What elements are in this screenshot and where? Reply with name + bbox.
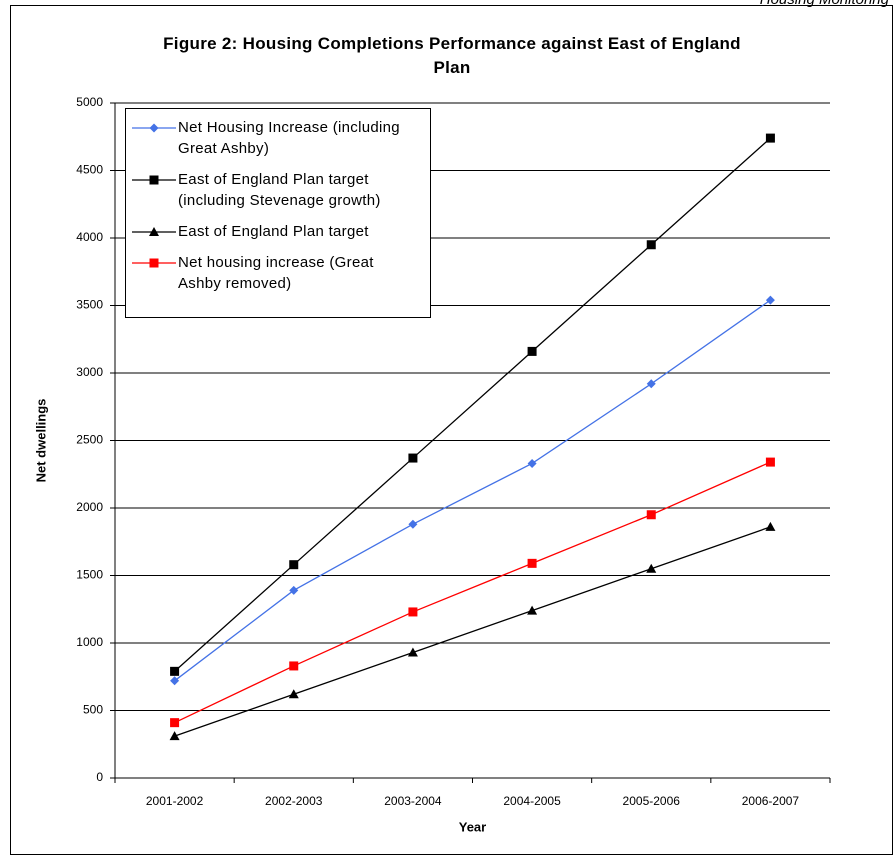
- series-line: [174, 299, 771, 682]
- marker: [170, 676, 180, 686]
- x-tick-label: 2003-2004: [384, 794, 442, 808]
- legend-entry: East of England Plan target (including S…: [126, 169, 430, 211]
- x-tick-label: 2004-2005: [503, 794, 561, 808]
- marker: [288, 689, 299, 699]
- legend-key: [132, 258, 176, 268]
- marker: [408, 453, 418, 463]
- legend-label: East of England Plan target: [178, 223, 369, 240]
- legend-entry: Net housing increase (Great Ashby remove…: [126, 252, 430, 294]
- marker: [170, 718, 180, 728]
- marker: [646, 240, 656, 250]
- x-tick-label: 2006-2007: [742, 794, 800, 808]
- marker: [765, 133, 775, 143]
- marker: [646, 510, 656, 520]
- marker: [527, 605, 538, 615]
- marker: [169, 731, 180, 741]
- marker: [149, 175, 159, 185]
- marker: [289, 560, 299, 570]
- legend-key: [132, 227, 176, 236]
- legend-label: Net Housing Increase (including Great As…: [178, 119, 400, 157]
- legend-entry: Net Housing Increase (including Great As…: [126, 117, 430, 159]
- x-axis-title: Year: [459, 819, 486, 834]
- page-header: Housing Monitoring: [760, 0, 889, 8]
- marker: [527, 558, 537, 568]
- y-tick-label: 5000: [76, 95, 103, 109]
- marker: [289, 585, 299, 595]
- y-tick-label: 0: [96, 770, 103, 784]
- legend-entry: East of England Plan target: [126, 221, 430, 242]
- marker: [646, 379, 656, 389]
- marker: [646, 563, 657, 573]
- y-tick-label: 3500: [76, 298, 103, 312]
- y-tick-label: 1500: [76, 568, 103, 582]
- legend-label: Net housing increase (Great Ashby remove…: [178, 254, 374, 292]
- marker: [149, 258, 159, 268]
- y-tick-label: 2500: [76, 433, 103, 447]
- y-tick-label: 3000: [76, 365, 103, 379]
- chart-title: Figure 2: Housing Completions Performanc…: [163, 34, 741, 77]
- y-axis-title: Net dwellings: [33, 399, 48, 483]
- legend-key: [132, 123, 176, 133]
- marker: [765, 521, 776, 531]
- y-tick-label: 500: [83, 703, 103, 717]
- marker: [289, 661, 299, 671]
- marker: [527, 346, 537, 356]
- legend-label: East of England Plan target (including S…: [178, 171, 381, 209]
- legend-key: [132, 175, 176, 185]
- x-tick-label: 2005-2006: [623, 794, 681, 808]
- marker: [170, 666, 180, 676]
- marker: [149, 227, 159, 236]
- marker: [765, 457, 775, 467]
- x-tick-label: 2002-2003: [265, 794, 323, 808]
- marker: [527, 458, 537, 468]
- y-tick-label: 4500: [76, 163, 103, 177]
- chart-border: [10, 5, 893, 855]
- marker: [765, 295, 775, 305]
- series-line: [174, 137, 771, 672]
- legend: Net Housing Increase (including Great As…: [125, 108, 431, 318]
- marker: [149, 123, 159, 133]
- series-line: [174, 526, 771, 737]
- y-tick-label: 1000: [76, 635, 103, 649]
- marker: [408, 519, 418, 529]
- y-tick-label: 2000: [76, 500, 103, 514]
- x-tick-label: 2001-2002: [146, 794, 204, 808]
- marker: [407, 647, 418, 657]
- series-line: [174, 461, 771, 724]
- marker: [408, 607, 418, 617]
- y-tick-label: 4000: [76, 230, 103, 244]
